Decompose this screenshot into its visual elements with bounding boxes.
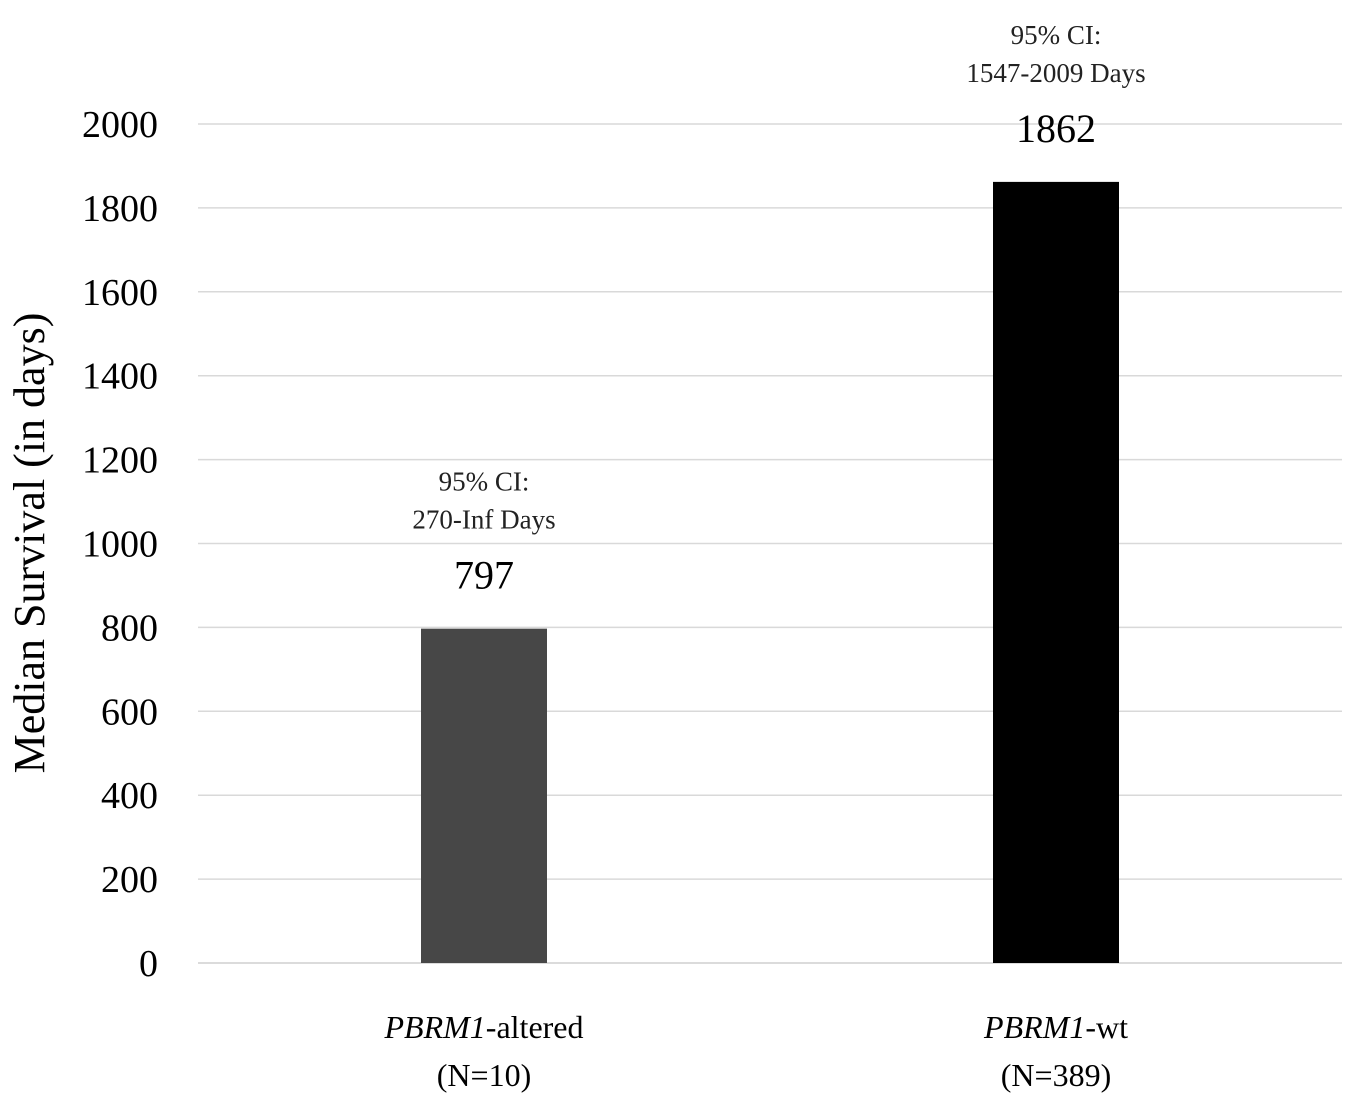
gene-name: PBRM1 bbox=[384, 1009, 486, 1045]
y-tick-label: 1400 bbox=[82, 356, 158, 398]
category-suffix: -wt bbox=[1085, 1009, 1128, 1045]
y-tick-label: 1600 bbox=[82, 272, 158, 314]
data-labels: 797 95% CI: 270-Inf Days 1862 95% CI: 1547-20… bbox=[412, 20, 1145, 598]
category-suffix: -altered bbox=[486, 1009, 584, 1045]
ci-label-line2: 270-Inf Days bbox=[412, 505, 555, 535]
y-tick-label: 800 bbox=[101, 607, 158, 649]
category-n-label: (N=389) bbox=[1001, 1057, 1111, 1093]
data-label: 797 bbox=[454, 553, 514, 598]
ci-label-line1: 95% CI: bbox=[439, 467, 530, 497]
category-labels: PBRM1-altered(N=10)PBRM1-wt(N=389) bbox=[384, 1009, 1129, 1093]
y-tick-label: 600 bbox=[101, 691, 158, 733]
bar bbox=[421, 628, 547, 963]
y-tick-label: 400 bbox=[101, 775, 158, 817]
y-axis-label: Median Survival (in days) bbox=[5, 313, 54, 774]
y-tick-label: 1000 bbox=[82, 524, 158, 566]
gridlines bbox=[198, 123, 1342, 964]
y-tick-label: 2000 bbox=[82, 104, 158, 146]
ci-label-line1: 95% CI: bbox=[1011, 20, 1102, 50]
bars bbox=[421, 181, 1119, 964]
y-tick-label: 1800 bbox=[82, 188, 158, 230]
category-label: PBRM1-altered bbox=[384, 1009, 584, 1045]
y-tick-label: 200 bbox=[101, 859, 158, 901]
data-label: 1862 bbox=[1016, 106, 1096, 151]
category-label: PBRM1-wt bbox=[983, 1009, 1128, 1045]
y-axis-tick-labels: 0 200 400 600 800 1000 1200 1400 1600 1800 2000 bbox=[82, 104, 158, 985]
y-tick-label: 0 bbox=[139, 943, 158, 985]
bar bbox=[993, 181, 1119, 964]
gene-name: PBRM1 bbox=[983, 1009, 1085, 1045]
y-tick-label: 1200 bbox=[82, 440, 158, 482]
ci-label-line2: 1547-2009 Days bbox=[966, 58, 1145, 88]
category-n-label: (N=10) bbox=[437, 1057, 531, 1093]
